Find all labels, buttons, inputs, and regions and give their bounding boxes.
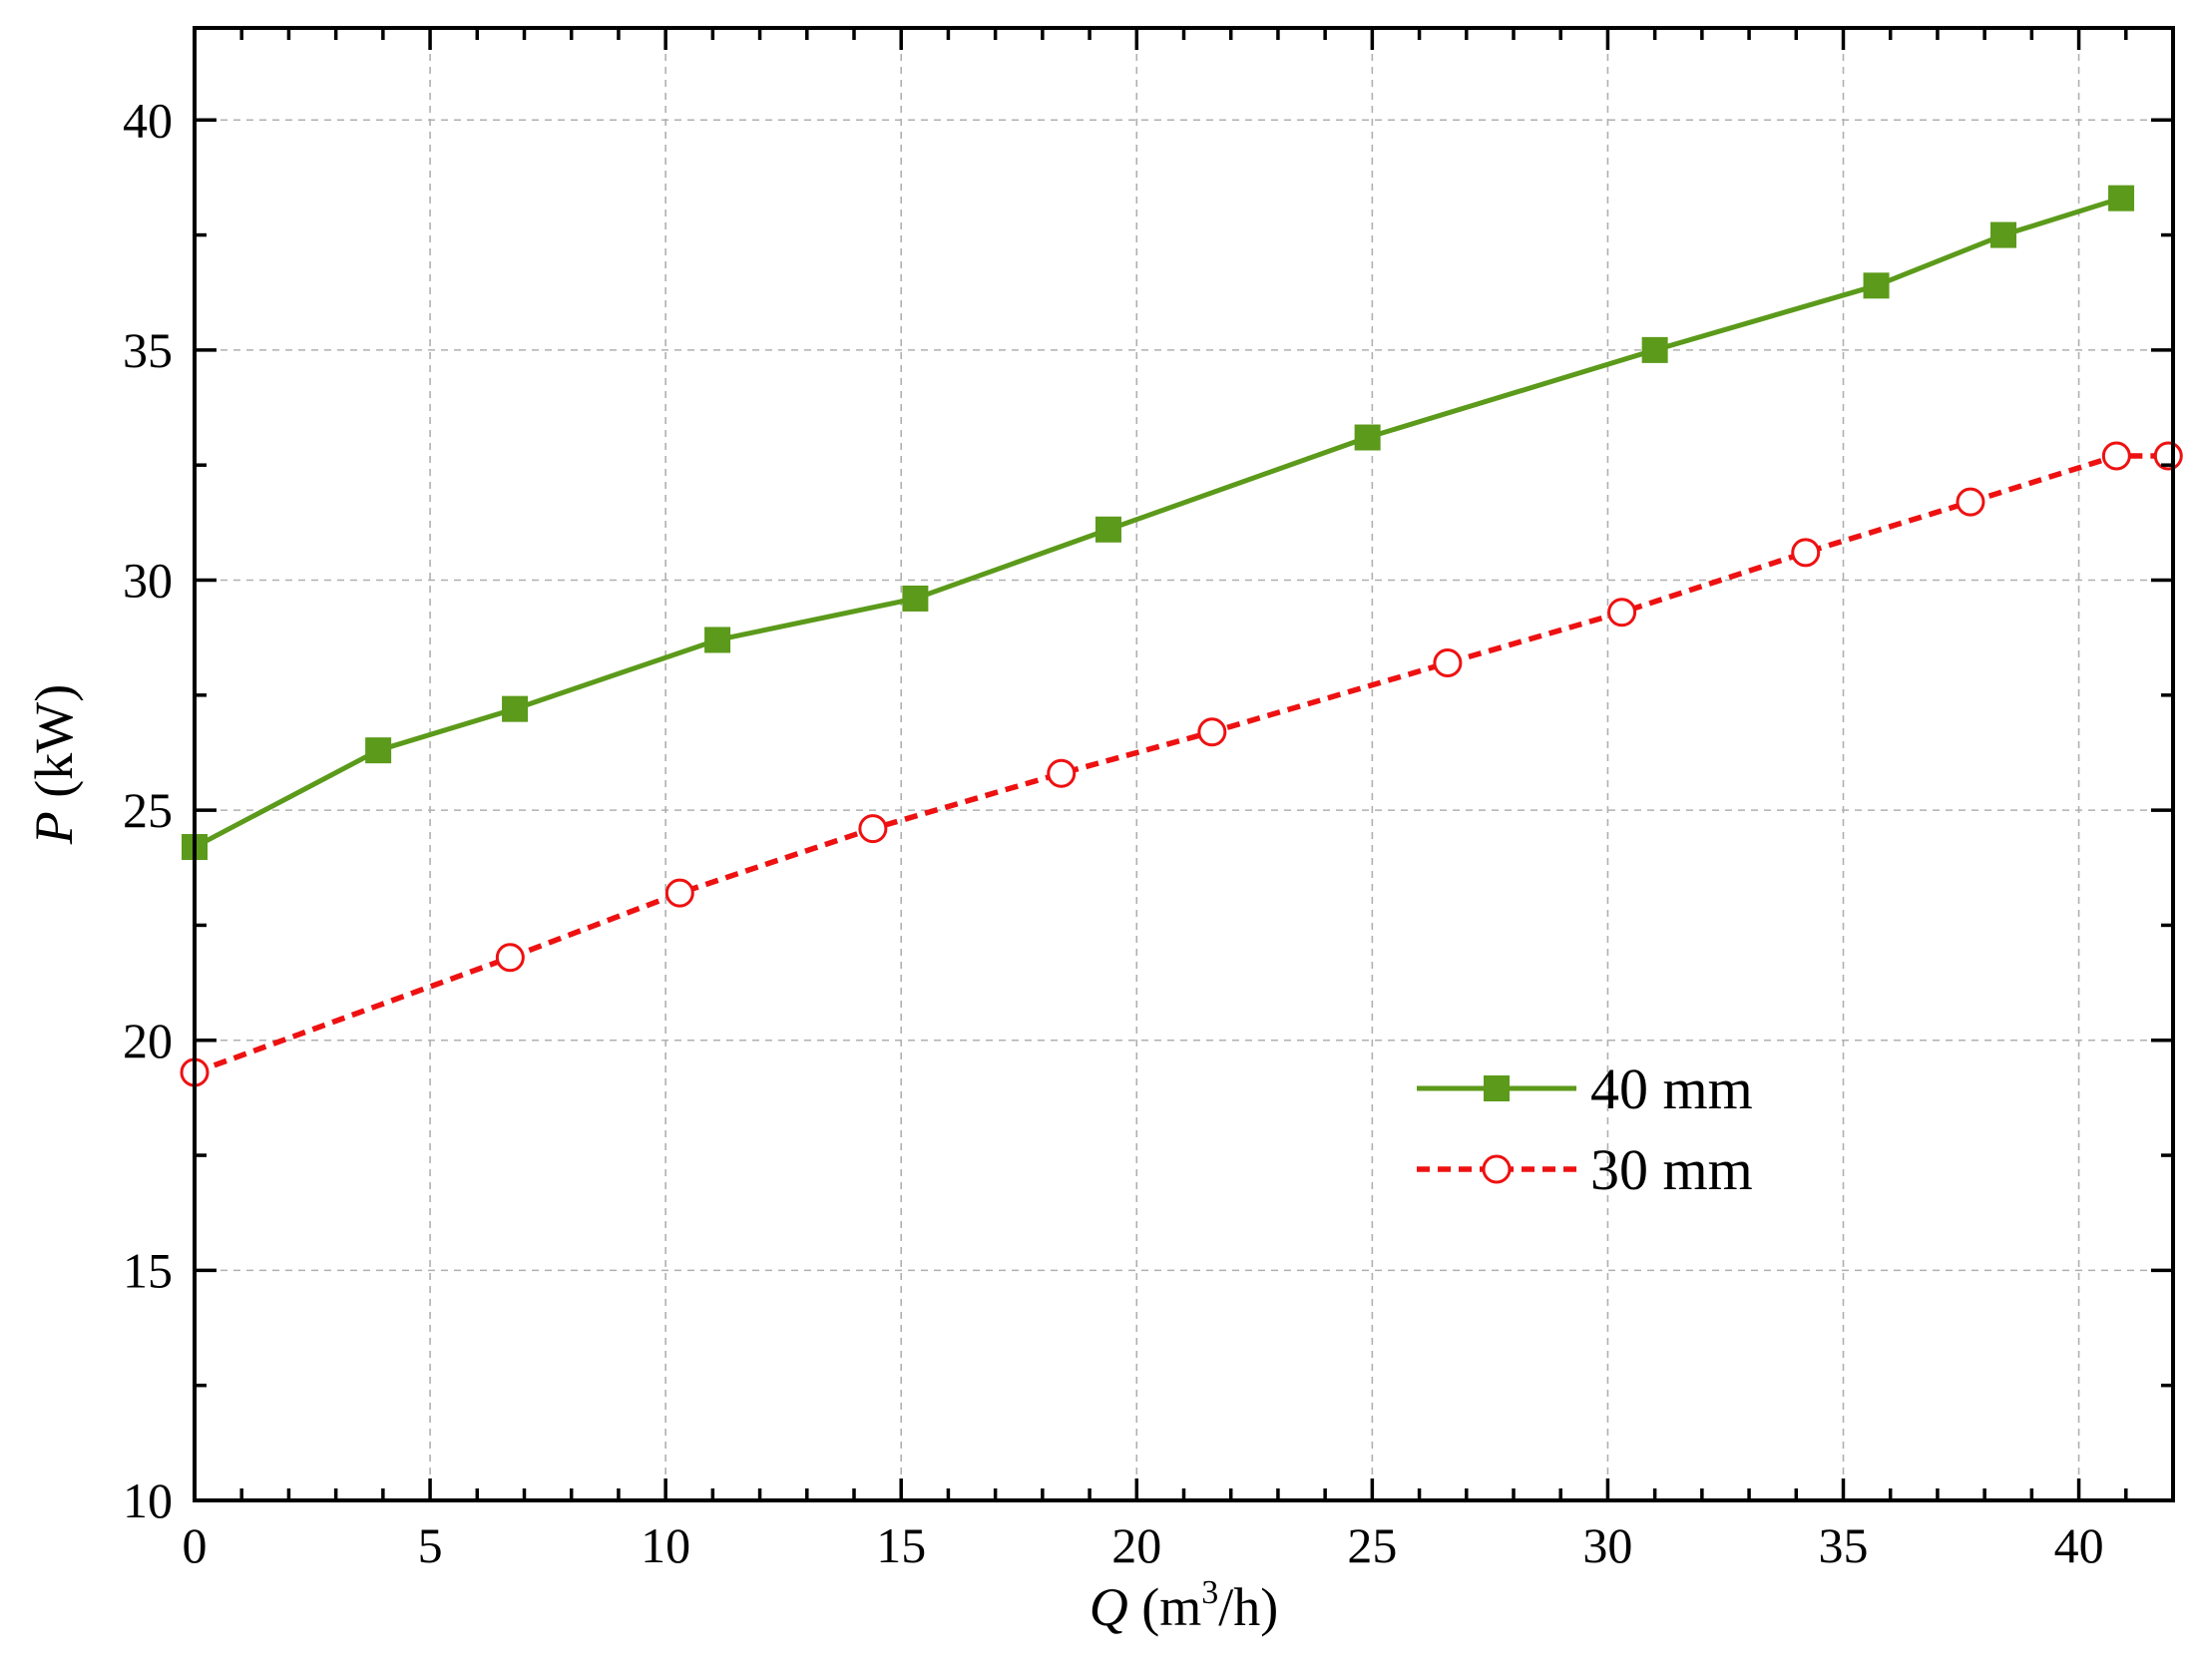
x-tick-label: 40 <box>2054 1517 2104 1573</box>
data-point <box>1433 648 1463 678</box>
legend-entry: 40 mm <box>1417 1056 1753 1121</box>
y-axis-title: P (kW) <box>24 684 84 845</box>
series-line <box>194 453 2169 1075</box>
y-tick-label: 30 <box>123 553 173 609</box>
x-tick-label: 25 <box>1347 1517 1397 1573</box>
data-point <box>1791 538 1821 568</box>
x-tick-label: 5 <box>418 1517 443 1573</box>
series-1 <box>182 185 2135 861</box>
data-point <box>902 585 929 612</box>
x-axis-title-superscript: 3 <box>1201 1574 1218 1611</box>
series-2 <box>180 441 2183 1087</box>
data-point <box>704 627 731 653</box>
legend-label: 40 mm <box>1590 1056 1753 1121</box>
data-point <box>1047 758 1077 788</box>
y-tick-label: 10 <box>123 1472 173 1528</box>
y-tick-label: 40 <box>123 92 173 148</box>
data-point <box>1641 336 1668 363</box>
axis-ticks <box>193 28 2175 1502</box>
x-axis-title-unit: (m <box>1128 1577 1202 1637</box>
data-point <box>1197 717 1227 747</box>
legend: 40 mm 30 mm <box>1417 1056 1753 1202</box>
y-tick-label: 25 <box>123 782 173 838</box>
data-point <box>365 737 392 764</box>
y-tick-label: 35 <box>123 322 173 378</box>
x-tick-label: 10 <box>641 1517 690 1573</box>
x-tick-label: 20 <box>1111 1517 1161 1573</box>
x-tick-label: 15 <box>876 1517 926 1573</box>
tick-labels: 0 5 10 15 20 25 30 35 40 10 15 20 25 30 35 40 <box>123 92 2104 1573</box>
data-point <box>1095 516 1121 543</box>
plot-frame <box>193 26 2175 1502</box>
x-axis-title-symbol: Q <box>1090 1577 1128 1637</box>
x-tick-label: 35 <box>1819 1517 1869 1573</box>
data-point <box>2108 185 2135 211</box>
x-tick-label: 30 <box>1582 1517 1632 1573</box>
data-point <box>1990 221 2017 248</box>
legend-entry: 30 mm <box>1417 1137 1753 1202</box>
x-tick-label: 0 <box>183 1517 208 1573</box>
data-point <box>1863 272 1890 299</box>
data-point <box>495 943 525 973</box>
data-point <box>858 814 888 844</box>
x-axis-title-unit-end: /h) <box>1218 1577 1278 1637</box>
data-point <box>1354 424 1381 451</box>
y-axis-title-symbol: P <box>24 811 84 845</box>
y-axis-title-unit: (kW) <box>24 684 84 811</box>
y-tick-label: 15 <box>123 1242 173 1298</box>
data-point <box>502 695 529 722</box>
data-point <box>1484 1075 1510 1101</box>
legend-label: 30 mm <box>1590 1137 1753 1202</box>
data-point <box>2101 441 2131 471</box>
grid-lines <box>195 28 2173 1500</box>
x-axis-title: Q (m3/h) <box>1090 1574 1279 1637</box>
y-tick-label: 20 <box>123 1013 173 1068</box>
data-point <box>1607 598 1637 628</box>
data-point <box>664 878 694 908</box>
data-point <box>1482 1154 1512 1184</box>
series-layer <box>180 185 2183 1087</box>
data-point <box>1956 487 1985 517</box>
